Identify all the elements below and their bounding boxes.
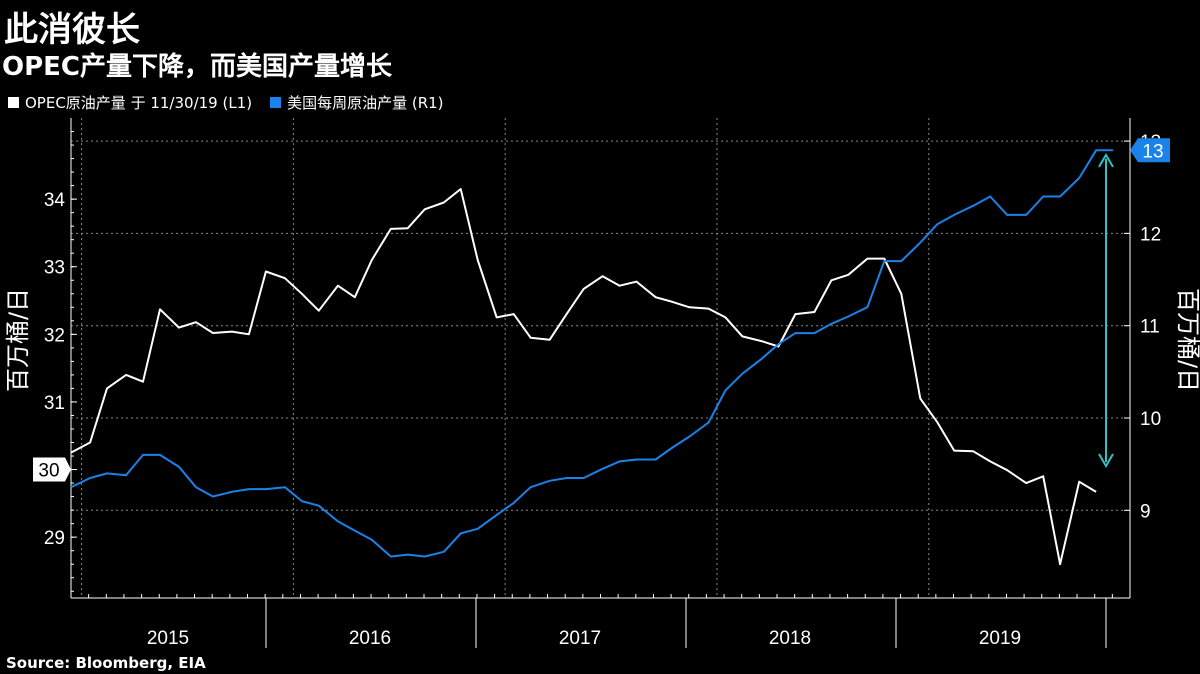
legend-item-opec: OPEC原油产量 于 11/30/19 (L1) bbox=[8, 92, 252, 113]
right-tick-label: 12 bbox=[1140, 224, 1161, 245]
series-line-us bbox=[70, 149, 1114, 558]
labels: 30 13 百万桶/日 百万桶/日 bbox=[4, 138, 1200, 482]
legend-label-opec: OPEC原油产量 于 11/30/19 (L1) bbox=[25, 94, 253, 112]
legend-item-us: 美国每周原油产量 (R1) bbox=[270, 92, 444, 113]
x-tick-label: 2015 bbox=[147, 628, 189, 649]
left-tick-label: 31 bbox=[44, 393, 65, 414]
left-tick-label: 33 bbox=[44, 258, 65, 279]
chart-subtitle: OPEC产量下降，而美国产量增长 bbox=[2, 52, 393, 82]
right-current-value-tag bbox=[1130, 138, 1170, 163]
left-tick-label: 29 bbox=[44, 528, 65, 549]
series bbox=[70, 149, 1114, 566]
grid bbox=[71, 118, 1130, 598]
annotation-arrow-head-top bbox=[1098, 152, 1114, 168]
left-tick-label: 32 bbox=[44, 325, 65, 346]
legend-swatch-us bbox=[270, 97, 282, 108]
legend-swatch-opec bbox=[8, 97, 19, 108]
axes: 2930313233349101112132015201620172018201… bbox=[44, 118, 1161, 649]
right-tick-label: 10 bbox=[1140, 409, 1161, 430]
legend: OPEC原油产量 于 11/30/19 (L1) 美国每周原油产量 (R1) bbox=[8, 92, 444, 113]
x-tick-label: 2017 bbox=[559, 628, 601, 649]
legend-label-us: 美国每周原油产量 (R1) bbox=[287, 94, 444, 112]
right-axis-title: 百万桶/日 bbox=[1174, 288, 1200, 392]
series-line-opec bbox=[70, 188, 1097, 566]
chart-title: 此消彼长 bbox=[4, 10, 140, 50]
right-tick-label: 11 bbox=[1140, 317, 1160, 338]
left-axis-title: 百万桶/日 bbox=[4, 288, 32, 392]
left-tick-label: 34 bbox=[44, 190, 66, 211]
x-tick-label: 2018 bbox=[769, 628, 811, 649]
x-tick-label: 2016 bbox=[349, 628, 391, 649]
left-current-value-text: 30 bbox=[38, 461, 59, 482]
right-current-value-text: 13 bbox=[1142, 141, 1163, 162]
source-note: Source: Bloomberg, EIA bbox=[6, 654, 206, 672]
x-tick-label: 2019 bbox=[979, 628, 1021, 649]
left-current-value-tag bbox=[33, 457, 71, 482]
annotation-arrow-head-bottom bbox=[1098, 453, 1114, 468]
right-tick-label: 9 bbox=[1140, 501, 1151, 522]
